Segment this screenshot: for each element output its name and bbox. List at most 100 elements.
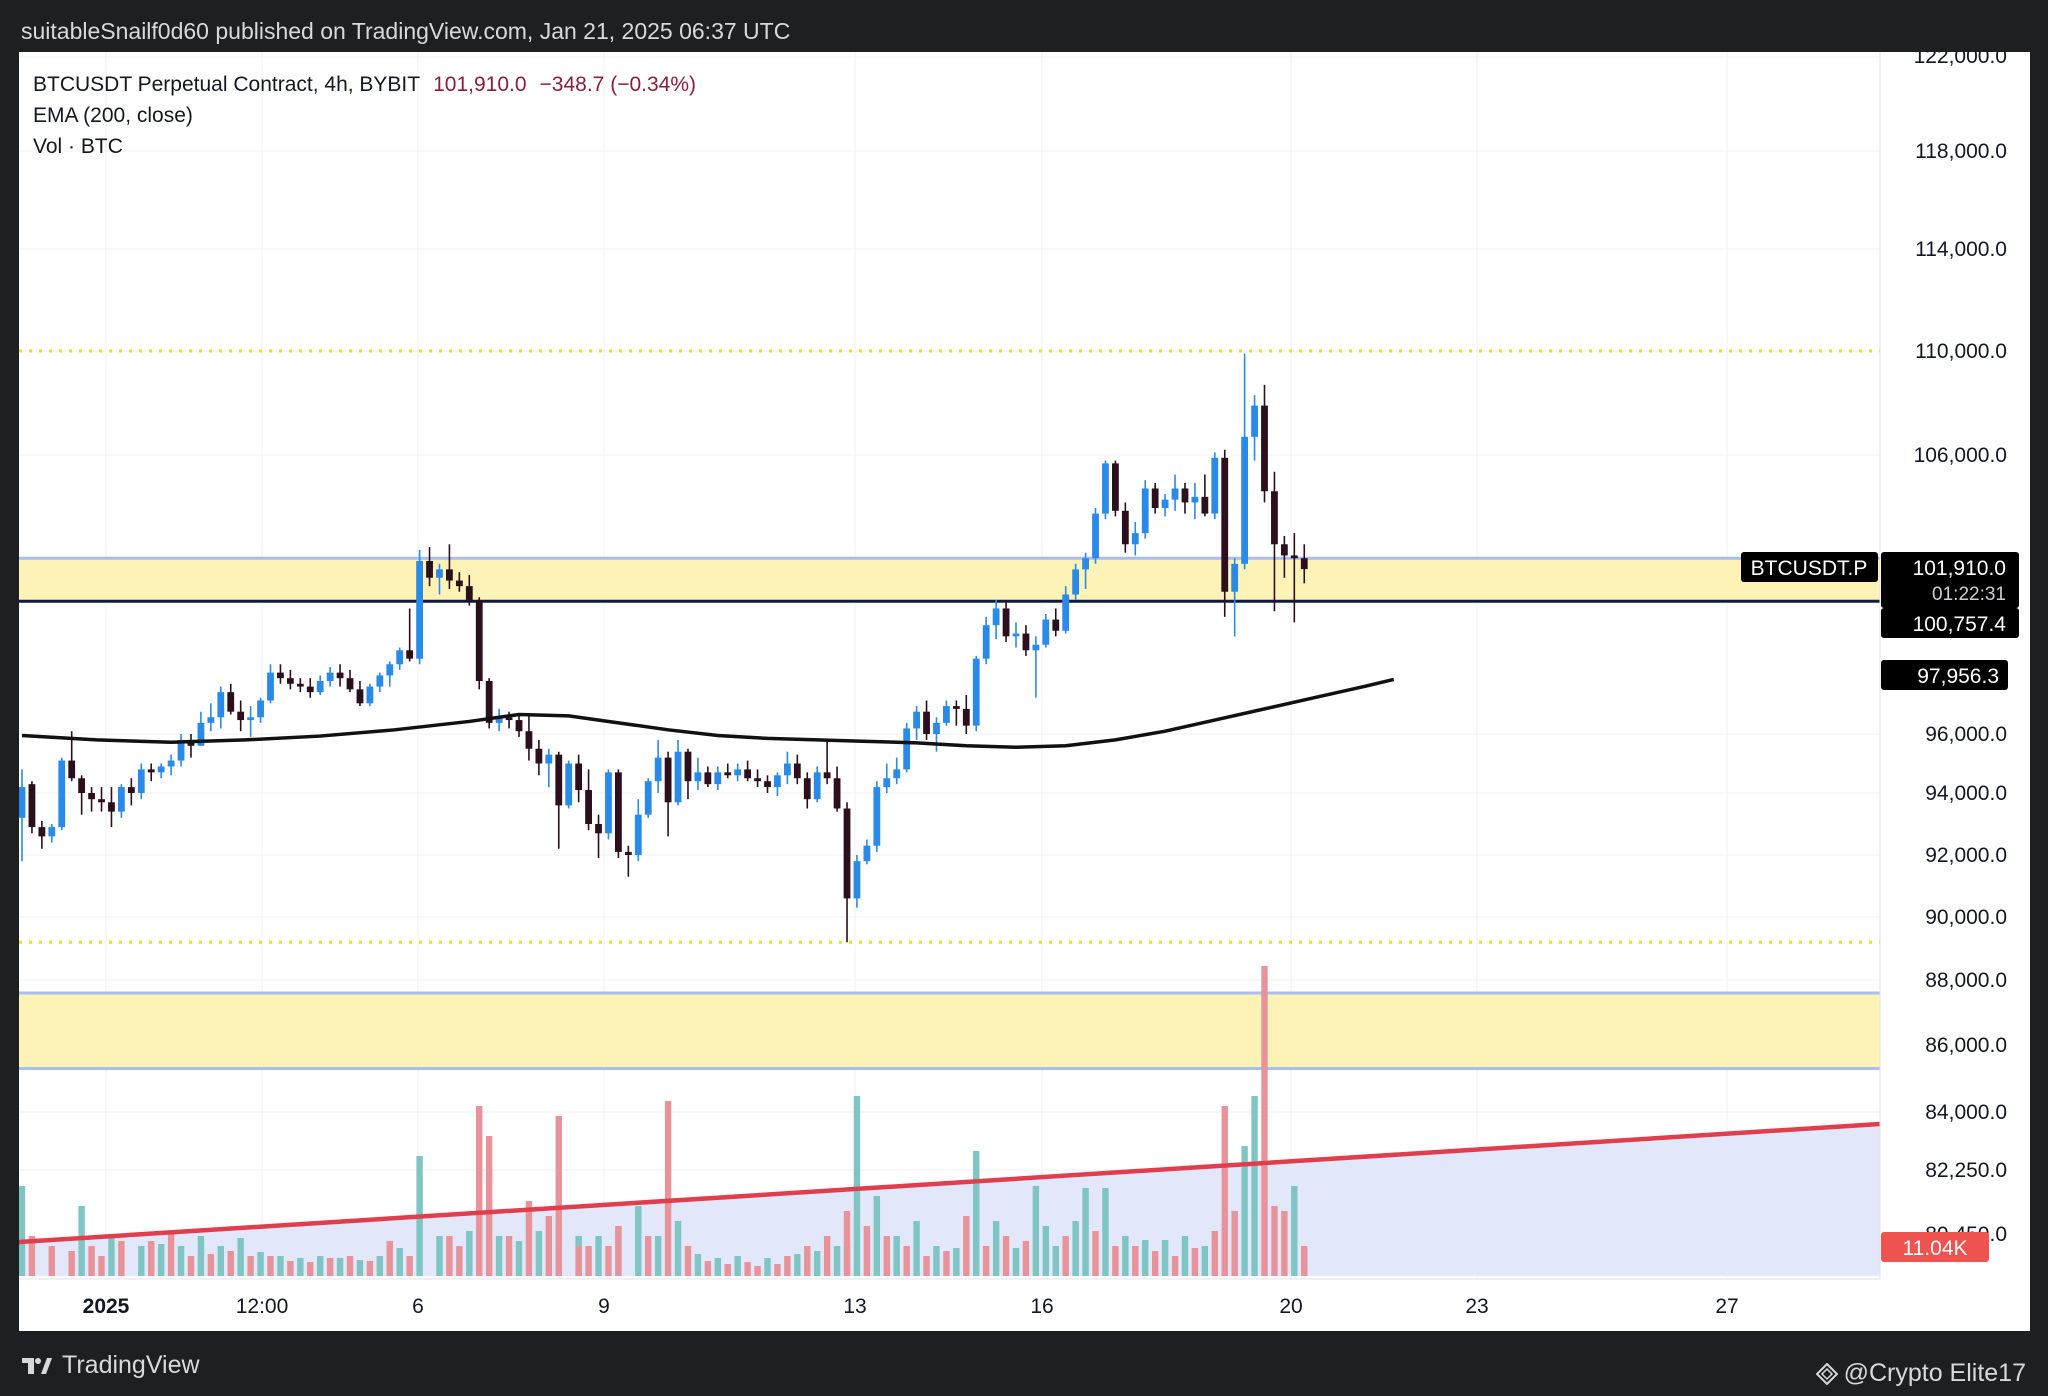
volume-bar-up	[933, 1246, 940, 1276]
tradingview-brand[interactable]: TradingView	[22, 1351, 200, 1380]
candle-up	[316, 680, 324, 693]
candle-down	[296, 683, 304, 687]
volume-value-label	[1881, 1232, 1989, 1262]
diamond-icon	[1815, 1362, 1838, 1385]
volume-bar-down	[525, 1201, 533, 1276]
candle-up	[873, 787, 881, 846]
countdown-text: 01:22:31	[1932, 584, 2006, 605]
candle-down	[585, 790, 592, 824]
volume-bar-up	[814, 1251, 821, 1276]
volume-bar-up	[794, 1254, 801, 1276]
volume-bar-up	[674, 1221, 682, 1276]
candle-down	[1300, 558, 1308, 570]
candle-up	[197, 722, 205, 746]
candle-up	[436, 569, 443, 578]
candle-down	[1280, 544, 1288, 556]
candle-up	[644, 781, 652, 815]
volume-bar-up	[654, 1236, 662, 1276]
volume-bar-down	[1132, 1246, 1139, 1276]
candle-down	[336, 672, 344, 679]
volume-bar-down	[1281, 1211, 1288, 1276]
volume-bar-up	[1201, 1246, 1209, 1276]
candle-up	[58, 760, 66, 828]
price-tick-label: 106,000.0	[1914, 444, 2007, 467]
candle-up	[1072, 569, 1080, 595]
volume-bar-down	[505, 1236, 513, 1276]
candle-down	[744, 769, 752, 779]
candle-up	[565, 763, 573, 806]
volume-bar-down	[883, 1236, 890, 1276]
candle-down	[88, 793, 95, 800]
volume-bar-up	[1102, 1188, 1109, 1276]
candle-up	[883, 778, 891, 788]
candle-down	[455, 580, 463, 587]
volume-bar-down	[366, 1261, 374, 1276]
volume-bar-down	[267, 1256, 274, 1276]
candle-down	[237, 711, 245, 721]
volume-bar-down	[823, 1236, 831, 1276]
volume-bar-down	[406, 1256, 413, 1276]
price-zones	[19, 349, 1880, 1070]
author-credit: @Crypto Elite17	[1815, 1359, 2026, 1388]
candle-down	[446, 569, 453, 581]
candle-up	[167, 760, 175, 767]
candle-down	[1151, 488, 1159, 509]
candle-down	[1181, 488, 1189, 503]
chart-background	[19, 52, 2030, 1331]
candle-up	[605, 772, 612, 834]
legend-symbol: BTCUSDT Perpetual Contract, 4h, BYBIT	[33, 73, 420, 96]
volume-bar-down	[485, 1136, 493, 1276]
volume-bar-down	[784, 1256, 791, 1276]
candle-down	[684, 751, 692, 782]
indicator-lines	[19, 677, 1881, 1245]
tradingview-logo-icon	[22, 1357, 52, 1374]
candle-down	[793, 763, 801, 779]
candle-down	[426, 561, 433, 578]
volume-bar-down	[843, 1211, 851, 1276]
candle-down	[227, 692, 235, 712]
candle-up	[1131, 533, 1139, 545]
candle-up	[137, 769, 145, 793]
volume-bar-down	[346, 1256, 354, 1276]
candle-down	[127, 787, 135, 793]
last-price-text: 101,910.0	[1913, 557, 2006, 580]
candle-up	[495, 717, 503, 723]
candle-down	[952, 706, 960, 709]
candle-up	[1241, 436, 1249, 564]
candle-down	[843, 808, 851, 899]
candle-down	[475, 600, 483, 681]
volume-bar-down	[167, 1231, 175, 1276]
volume-bar-up	[317, 1256, 324, 1276]
volume-bar-up	[635, 1206, 642, 1276]
candle-up	[118, 787, 125, 812]
ema-price-text: 97,956.3	[1917, 665, 1999, 688]
volume-bar-down	[1191, 1248, 1199, 1276]
volume-bar-up	[714, 1258, 721, 1276]
time-axis[interactable]: 2025 12:00 6 9 13 16 20 23 27	[19, 1278, 1880, 1318]
volume-bar-down	[774, 1264, 781, 1276]
supply-zone-lower	[19, 993, 1880, 1069]
price-chart[interactable]: 122,000.0 118,000.0 114,000.0 110,000.0 106,…	[19, 52, 2030, 1331]
candle-down	[575, 763, 583, 791]
volume-bar-up	[356, 1260, 364, 1276]
volume-bar-up	[764, 1258, 771, 1276]
candle-up	[1062, 594, 1070, 631]
chart-legend: BTCUSDT Perpetual Contract, 4h, BYBIT 101…	[33, 73, 696, 158]
volume-bar-up	[396, 1248, 403, 1276]
volume-bar-down	[456, 1246, 463, 1276]
candle-down	[286, 678, 294, 684]
volume-bar-down	[148, 1241, 155, 1276]
candle-up	[545, 754, 553, 764]
time-tick-label: 13	[843, 1295, 866, 1318]
volume-bar-up	[1082, 1188, 1089, 1276]
volume-bar-down	[645, 1236, 652, 1276]
volume-bar-down	[585, 1246, 592, 1276]
candle-down	[754, 778, 761, 782]
candle-up	[267, 672, 274, 701]
volume-bar-down	[664, 1101, 672, 1276]
candle-up	[1092, 513, 1099, 559]
candle-down	[515, 720, 523, 732]
volume-bar-up	[138, 1246, 145, 1276]
support-price-label	[1881, 608, 2019, 638]
candle-up	[933, 722, 940, 734]
